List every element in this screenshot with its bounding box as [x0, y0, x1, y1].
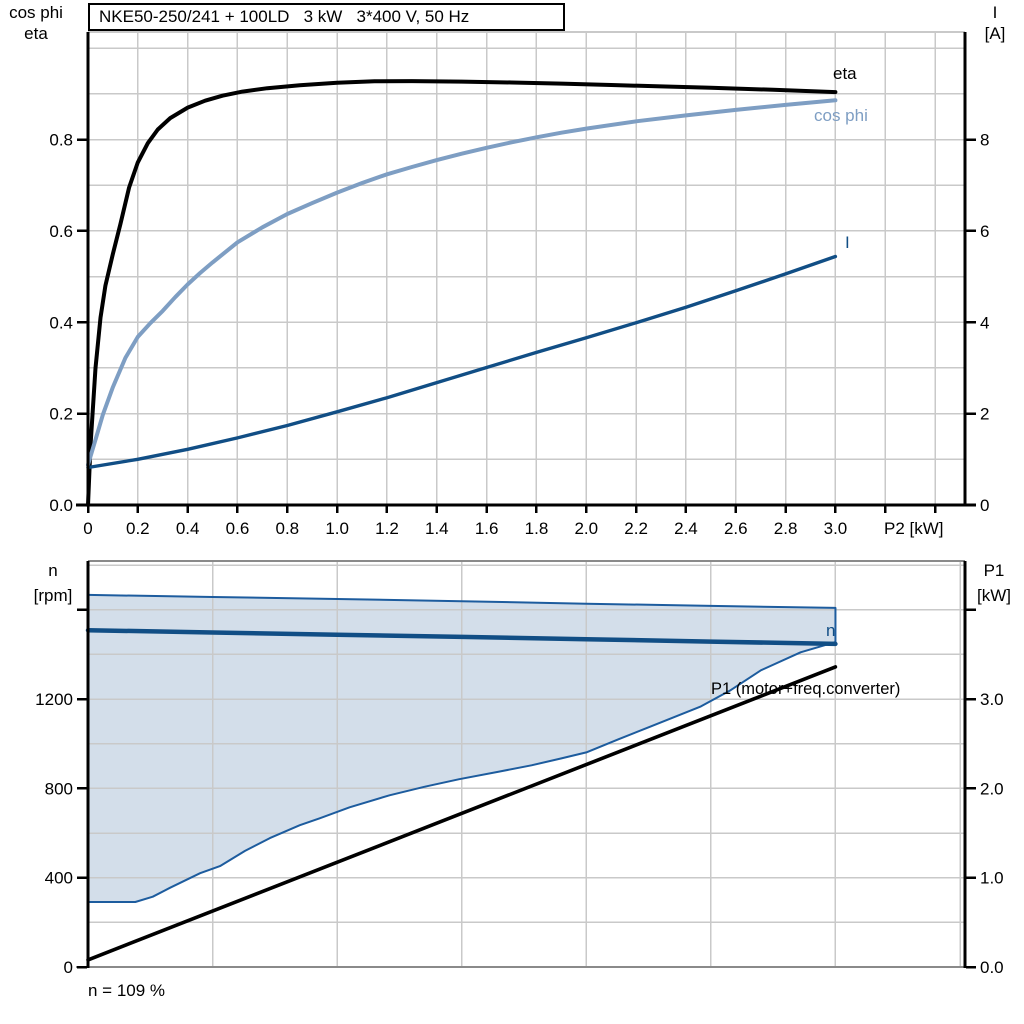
x-axis-tick-label: 0.6 — [226, 519, 250, 538]
left-axis-tick-label: 400 — [45, 869, 73, 888]
left-axis-tick-label: 800 — [45, 779, 73, 798]
x-axis-tick-label: 2.4 — [674, 519, 698, 538]
right-axis-tick-label: 4 — [980, 313, 989, 332]
x-axis-tick-label: 1.6 — [475, 519, 499, 538]
right-axis-tick-label: 8 — [980, 131, 989, 150]
x-axis-tick-label: 1.2 — [375, 519, 399, 538]
left-axis-tick-label: 0.0 — [49, 496, 73, 515]
p1-motor-freq-converter--curve — [86, 665, 838, 962]
x-axis-tick-label: 2.8 — [774, 519, 798, 538]
speed-percentage-note: n = 109 % — [88, 981, 166, 1000]
x-axis-tick-label: 2.6 — [724, 519, 748, 538]
x-axis-tick-label: 2.2 — [624, 519, 648, 538]
lower-left-axis-title-n: n — [48, 561, 58, 580]
x-axis-tick-label: 3.0 — [824, 519, 848, 538]
x-axis-tick-label: 0.8 — [275, 519, 299, 538]
lower-right-axis-title-p1: P1 — [983, 561, 1005, 580]
n-curve — [85, 627, 838, 647]
x-axis-title-p2: P2 [kW] — [884, 519, 944, 538]
right-axis-tick-label: 0 — [980, 496, 989, 515]
lower-chart: 0 400 800 1200 0.0 1.0 2.0 3.0 — [35, 559, 1004, 977]
upper-left-axis-title-cos-phi: cos phi — [9, 3, 63, 22]
speed-range-min-curve — [87, 641, 837, 903]
p1-curve-label: P1 (motor+freq.converter) — [711, 680, 901, 698]
eta-curve — [86, 79, 838, 507]
left-axis-tick-label: 0 — [64, 958, 73, 977]
x-axis-tick-label: 1.0 — [325, 519, 349, 538]
x-axis-tick-label: 2.0 — [574, 519, 598, 538]
left-axis-tick-label: 0.6 — [49, 222, 73, 241]
x-axis-tick-label: 1.8 — [525, 519, 549, 538]
left-axis-tick-label: 0.4 — [49, 313, 73, 332]
x-axis-tick-label: 0.2 — [126, 519, 150, 538]
upper-left-axis-title-eta: eta — [24, 24, 48, 43]
i-curve — [86, 254, 838, 470]
left-axis-tick-label: 0.8 — [49, 131, 73, 150]
right-axis-tick-label: 6 — [980, 222, 989, 241]
right-axis-tick-label: 2.0 — [980, 779, 1004, 798]
left-axis-tick-label: 1200 — [35, 690, 73, 709]
upper-right-axis-title-i: I — [992, 3, 998, 22]
upper-right-axis-title-unit-a: [A] — [984, 24, 1006, 43]
x-axis-tick-label: 0 — [83, 519, 92, 538]
right-axis-tick-label: 1.0 — [980, 869, 1004, 888]
chart-title-box: NKE50-250/241 + 100LD 3 kW 3*400 V, 50 H… — [88, 3, 565, 31]
x-axis-tick-label: 1.4 — [425, 519, 449, 538]
cos-phi-curve-label: cos phi — [814, 106, 868, 125]
speed-range-max-curve — [87, 593, 837, 609]
left-axis-tick-label: 0.2 — [49, 405, 73, 424]
speed-curve-label: n — [826, 621, 836, 640]
current-curve-label: I — [845, 233, 850, 252]
lower-right-axis-title-unit-kw: [kW] — [977, 586, 1011, 605]
eta-curve-label: eta — [833, 64, 857, 83]
right-axis-tick-label: 2 — [980, 405, 989, 424]
upper-chart: 0.0 0.2 0.4 0.6 0.8 0 2 4 6 8 0 0.2 0.4 0.6 0.8 1.0 1.2 1… — [49, 31, 989, 538]
cos-phi-curve — [86, 98, 838, 467]
right-axis-tick-label: 3.0 — [980, 690, 1004, 709]
right-axis-tick-label: 0.0 — [980, 958, 1004, 977]
x-axis-tick-label: 0.4 — [176, 519, 200, 538]
lower-left-axis-title-unit-rpm: [rpm] — [33, 586, 73, 605]
